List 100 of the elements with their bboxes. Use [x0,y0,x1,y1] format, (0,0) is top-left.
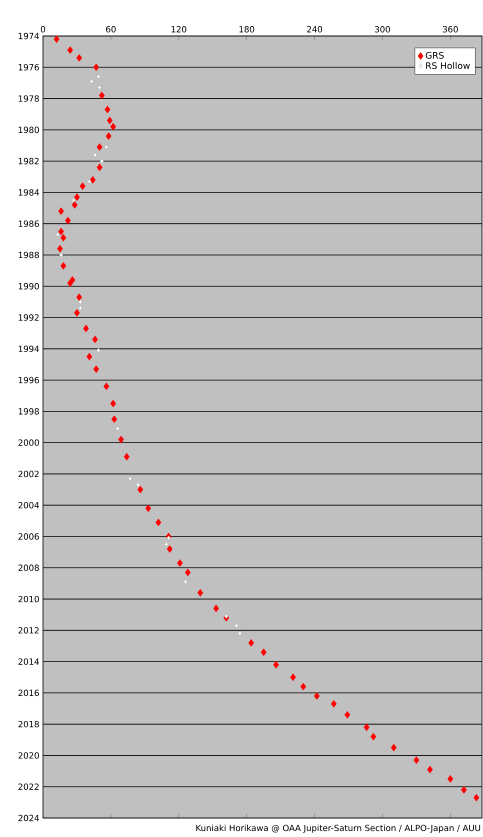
point [104,106,110,114]
y-tick-label: 1998 [18,408,39,415]
y-tick-label: 2010 [18,596,39,602]
point [96,74,100,80]
y-tick-label: 2006 [18,533,39,540]
point [234,623,238,628]
y-tick-label: 1980 [18,126,39,134]
point [166,545,173,553]
point [60,234,66,242]
y-tick-label: 2020 [18,752,39,759]
point [390,744,397,752]
point [370,732,376,740]
point [314,692,320,700]
point [93,64,100,72]
point [96,348,100,353]
y-tick-label: 1988 [18,252,39,258]
y-tick-label: 2004 [18,502,40,508]
point [93,365,100,373]
y-tick-label: 2014 [18,658,40,665]
point [156,518,162,526]
point [260,648,267,656]
point [57,244,63,252]
point [273,660,279,669]
point [98,92,105,100]
y-tick-label: 1994 [18,346,40,352]
point [59,252,64,258]
point [330,700,337,708]
y-tick-label: 2022 [18,784,39,790]
point [145,504,152,512]
x-tick-label: 300 [374,26,390,32]
point [90,176,96,184]
point [76,54,82,62]
y-tick-label: 2012 [18,627,39,634]
point [78,306,82,311]
y-tick-label: 1974 [18,32,40,40]
point [116,426,120,432]
point [90,78,94,84]
y-tick-label: 2016 [18,690,39,696]
y-tick-label: 1996 [18,376,39,384]
point [98,85,102,90]
y-tick-label: 2018 [18,720,39,728]
y-tick-label: 1992 [18,314,39,321]
point [106,116,113,124]
y-tick-label: 1976 [18,64,39,71]
point [58,228,64,236]
point [74,193,80,201]
y-tick-label: 1984 [18,189,40,196]
point [184,579,188,584]
point [118,436,124,444]
x-tick-label: 0 [40,26,46,32]
point [67,46,74,54]
legend-label: GRS [426,52,444,59]
point [106,132,112,140]
point [136,482,140,488]
point [65,216,71,224]
point [83,324,89,332]
y-tick-label: 2000 [18,439,39,446]
point [137,486,144,494]
y-tick-label: 2024 [18,814,40,822]
y-tick-label: 1982 [18,158,39,164]
point [164,542,168,547]
point [76,293,82,301]
point [128,476,132,482]
point [110,400,116,408]
x-tick-label: 240 [307,26,322,32]
point [344,711,350,719]
point [67,279,74,287]
point [54,35,60,43]
point [72,198,76,203]
point [213,604,220,612]
x-tick-label: 120 [172,26,186,32]
point [58,207,64,215]
point [60,262,66,270]
point [111,415,118,423]
x-tick-label: 60 [106,26,116,32]
text: Kuniaki Horikawa @ OAA Jupiter-Saturn Section / ALPO-Japan / AUU [196,824,480,833]
point [100,158,104,164]
point [93,152,97,158]
x-tick-label: 360 [442,26,458,32]
point [104,144,108,150]
point [80,182,86,190]
point [103,382,110,390]
point [86,352,92,360]
y-tick-label: 1990 [18,283,39,290]
x-tick-label: 180 [239,26,254,32]
point [473,794,480,802]
point [427,766,433,774]
point [56,232,60,238]
point [166,536,171,541]
point [72,201,78,209]
legend-label: RS Hollow [426,62,470,70]
point [184,568,191,576]
y-tick-label: 2008 [18,564,39,571]
point [92,336,98,344]
y-tick-label: 1978 [18,95,39,102]
point [447,775,454,783]
point [364,724,370,732]
point [96,164,102,172]
point [96,143,102,151]
point [238,630,242,636]
